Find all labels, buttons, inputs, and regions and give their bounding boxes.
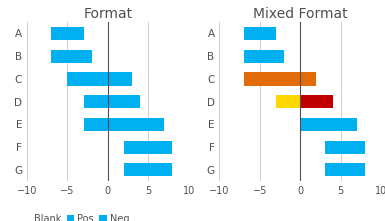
Bar <box>325 163 365 176</box>
Bar <box>124 163 172 176</box>
Bar <box>244 50 284 63</box>
Title: Mixed Format: Mixed Format <box>253 7 348 21</box>
Bar <box>300 118 357 131</box>
Bar <box>84 95 140 108</box>
Bar <box>276 95 300 108</box>
Bar <box>67 72 132 86</box>
Bar <box>325 141 365 154</box>
Bar <box>124 141 172 154</box>
Bar <box>84 118 164 131</box>
Bar <box>51 50 92 63</box>
Bar <box>244 27 276 40</box>
Bar <box>51 27 84 40</box>
Bar <box>300 95 333 108</box>
Bar <box>244 72 316 86</box>
Title: Format: Format <box>83 7 132 21</box>
Legend: Blank, Pos, Neg: Blank, Pos, Neg <box>24 214 129 221</box>
